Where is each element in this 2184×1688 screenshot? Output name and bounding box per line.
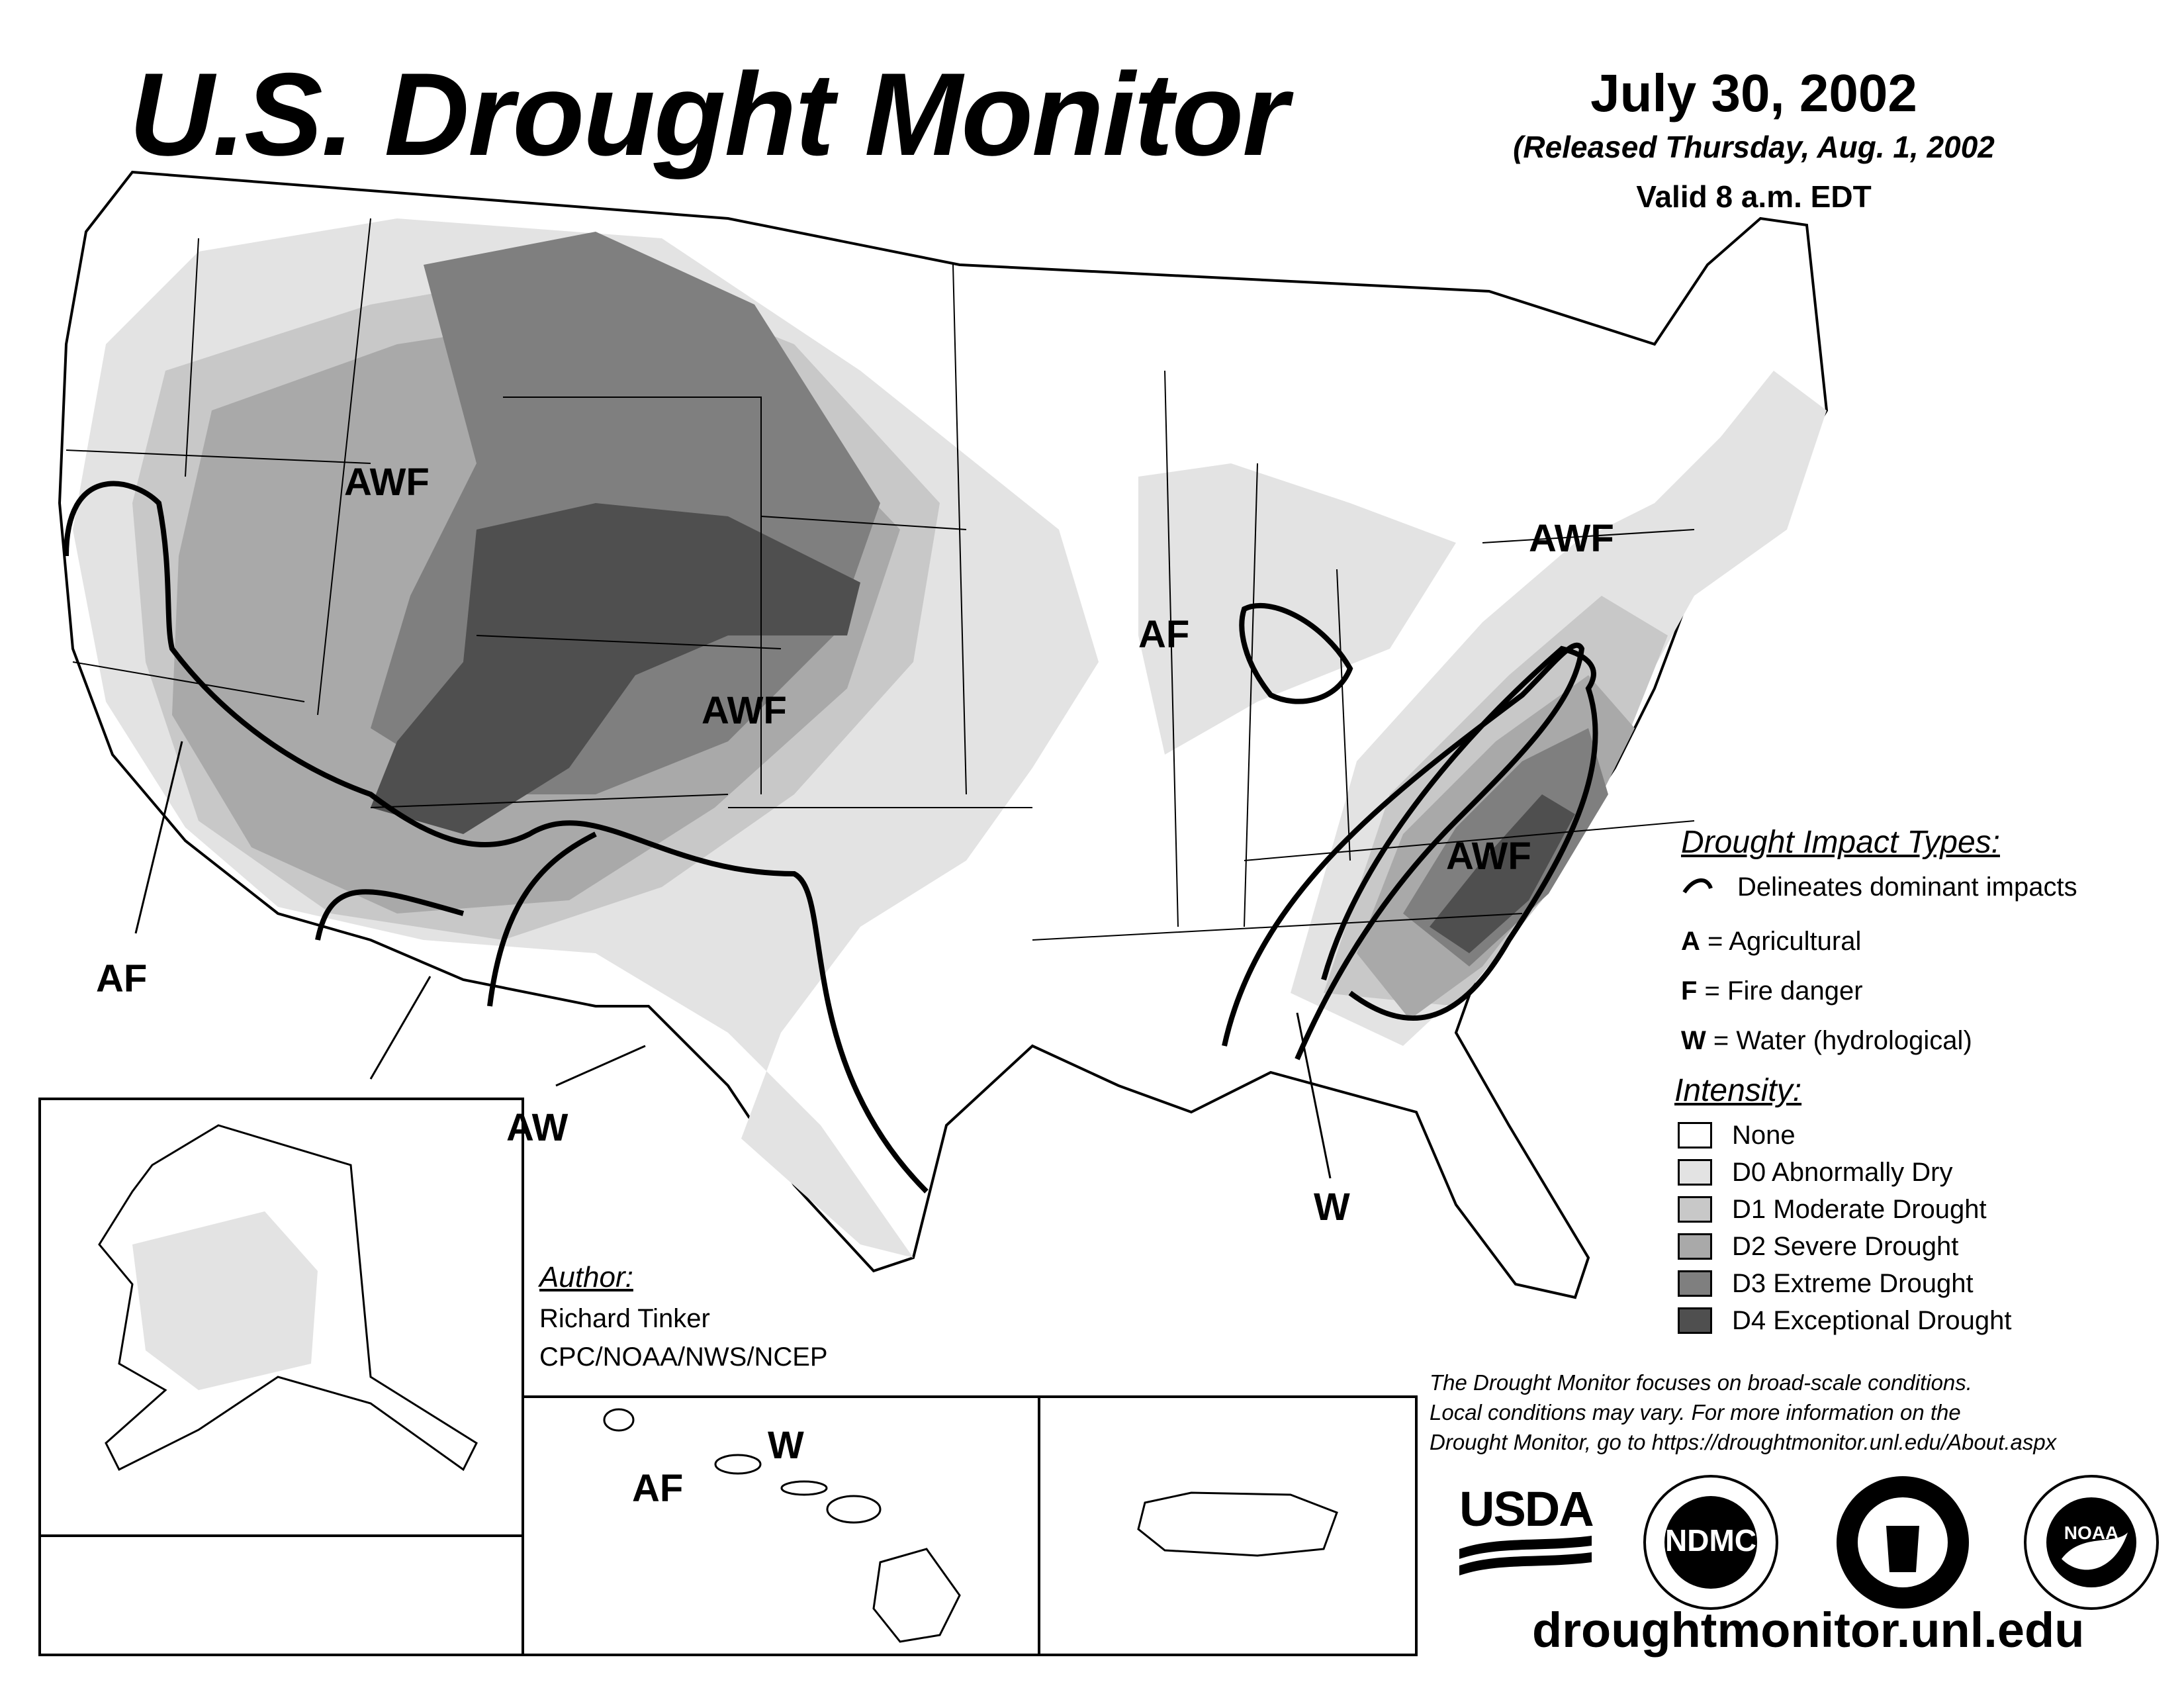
author-org: CPC/NOAA/NWS/NCEP xyxy=(539,1342,828,1372)
hawaii-island-oahu xyxy=(714,1454,762,1475)
swatch-d4 xyxy=(1678,1307,1712,1334)
state-borders xyxy=(66,218,1695,941)
release-date: (Released Thursday, Aug. 1, 2002 xyxy=(1513,130,1995,164)
hawaii-island-molokai xyxy=(780,1480,828,1496)
intensity-row-d1: D1 Moderate Drought xyxy=(1678,1193,1987,1226)
label-awf-colorado: AWF xyxy=(702,689,787,732)
note-line-1: The Drought Monitor focuses on broad-sca… xyxy=(1430,1370,1972,1395)
page-title: U.S. Drought Monitor xyxy=(129,48,1289,180)
ndmc-logo: NDMC xyxy=(1641,1473,1780,1612)
label-w-southeast: W xyxy=(1314,1186,1350,1229)
legend-impact-heading: Drought Impact Types: xyxy=(1681,825,2000,860)
d4-colorado-region xyxy=(371,503,860,834)
label-af-hawaii: AF xyxy=(632,1467,684,1510)
usda-stripes-icon xyxy=(1459,1536,1592,1575)
hawaii-inset xyxy=(522,1395,1040,1656)
label-af-illinois: AF xyxy=(1138,613,1190,656)
swatch-none xyxy=(1678,1122,1712,1149)
intensity-row-d2: D2 Severe Drought xyxy=(1678,1230,1958,1263)
legend-impact-water: W = Water (hydrological) xyxy=(1681,1026,1972,1055)
note-line-3: Drought Monitor, go to https://droughtmo… xyxy=(1430,1430,2057,1454)
label-aw-texas: AW xyxy=(506,1106,569,1149)
puerto-rico-shape xyxy=(1137,1491,1338,1557)
hawaii-island-maui xyxy=(826,1495,882,1524)
usda-logo: USDA xyxy=(1459,1483,1594,1582)
commerce-seal xyxy=(1833,1473,1972,1612)
author-heading: Author: xyxy=(539,1261,633,1293)
label-awf-pennsylvania: AWF xyxy=(1529,517,1614,560)
intensity-row-d0: D0 Abnormally Dry xyxy=(1678,1156,1952,1189)
impact-boundaries xyxy=(64,481,1598,1194)
legend-impact-fire: F = Fire danger xyxy=(1681,976,1863,1006)
legend-intensity-heading: Intensity: xyxy=(1674,1073,1802,1108)
swatch-d2 xyxy=(1678,1233,1712,1260)
intensity-row-none: None xyxy=(1678,1119,1796,1152)
label-awf-northwest: AWF xyxy=(344,461,430,504)
label-w-hawaii: W xyxy=(768,1424,804,1467)
leader-lines xyxy=(134,741,1332,1179)
label-af-southwest: AF xyxy=(96,957,148,1000)
valid-time: Valid 8 a.m. EDT xyxy=(1636,179,1872,214)
site-url[interactable]: droughtmonitor.unl.edu xyxy=(1532,1603,2085,1658)
hawaii-island-kauai xyxy=(603,1408,635,1432)
shield-icon xyxy=(1886,1526,1919,1572)
map-date: July 30, 2002 xyxy=(1590,64,1917,122)
impact-line-icon xyxy=(1682,878,1713,894)
alaska-d0-region xyxy=(132,1211,318,1390)
swatch-d1 xyxy=(1678,1196,1712,1223)
intensity-row-d3: D3 Extreme Drought xyxy=(1678,1267,1974,1300)
label-awf-southeast: AWF xyxy=(1446,835,1531,878)
intensity-row-d4: D4 Exceptional Drought xyxy=(1678,1304,2011,1337)
legend-delineates: Delineates dominant impacts xyxy=(1737,872,2077,902)
bird-icon xyxy=(2062,1532,2128,1570)
swatch-d3 xyxy=(1678,1270,1712,1297)
legend-impact-agricultural: A = Agricultural xyxy=(1681,927,1862,956)
author-name: Richard Tinker xyxy=(539,1304,710,1333)
noaa-logo: NOAA xyxy=(2022,1473,2161,1612)
swatch-d0 xyxy=(1678,1159,1712,1186)
hawaii-island-big xyxy=(872,1548,961,1643)
d0-midwest-region xyxy=(1138,463,1456,755)
note-line-2: Local conditions may vary. For more info… xyxy=(1430,1400,1961,1425)
